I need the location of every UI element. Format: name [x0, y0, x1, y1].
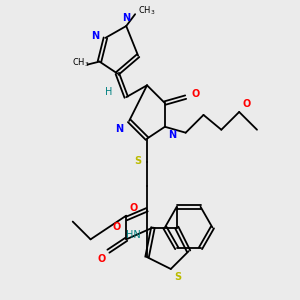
- Text: CH$_3$: CH$_3$: [71, 57, 89, 69]
- Text: S: S: [174, 272, 181, 282]
- Text: O: O: [112, 222, 120, 232]
- Text: N: N: [168, 130, 176, 140]
- Text: S: S: [134, 156, 141, 166]
- Text: N: N: [122, 13, 130, 23]
- Text: O: O: [192, 89, 200, 99]
- Text: O: O: [129, 203, 137, 213]
- Text: O: O: [97, 254, 105, 264]
- Text: N: N: [91, 32, 100, 41]
- Text: CH$_3$: CH$_3$: [138, 5, 156, 17]
- Text: N: N: [115, 124, 123, 134]
- Text: H: H: [105, 87, 112, 97]
- Text: HN: HN: [126, 230, 141, 240]
- Text: O: O: [242, 99, 250, 109]
